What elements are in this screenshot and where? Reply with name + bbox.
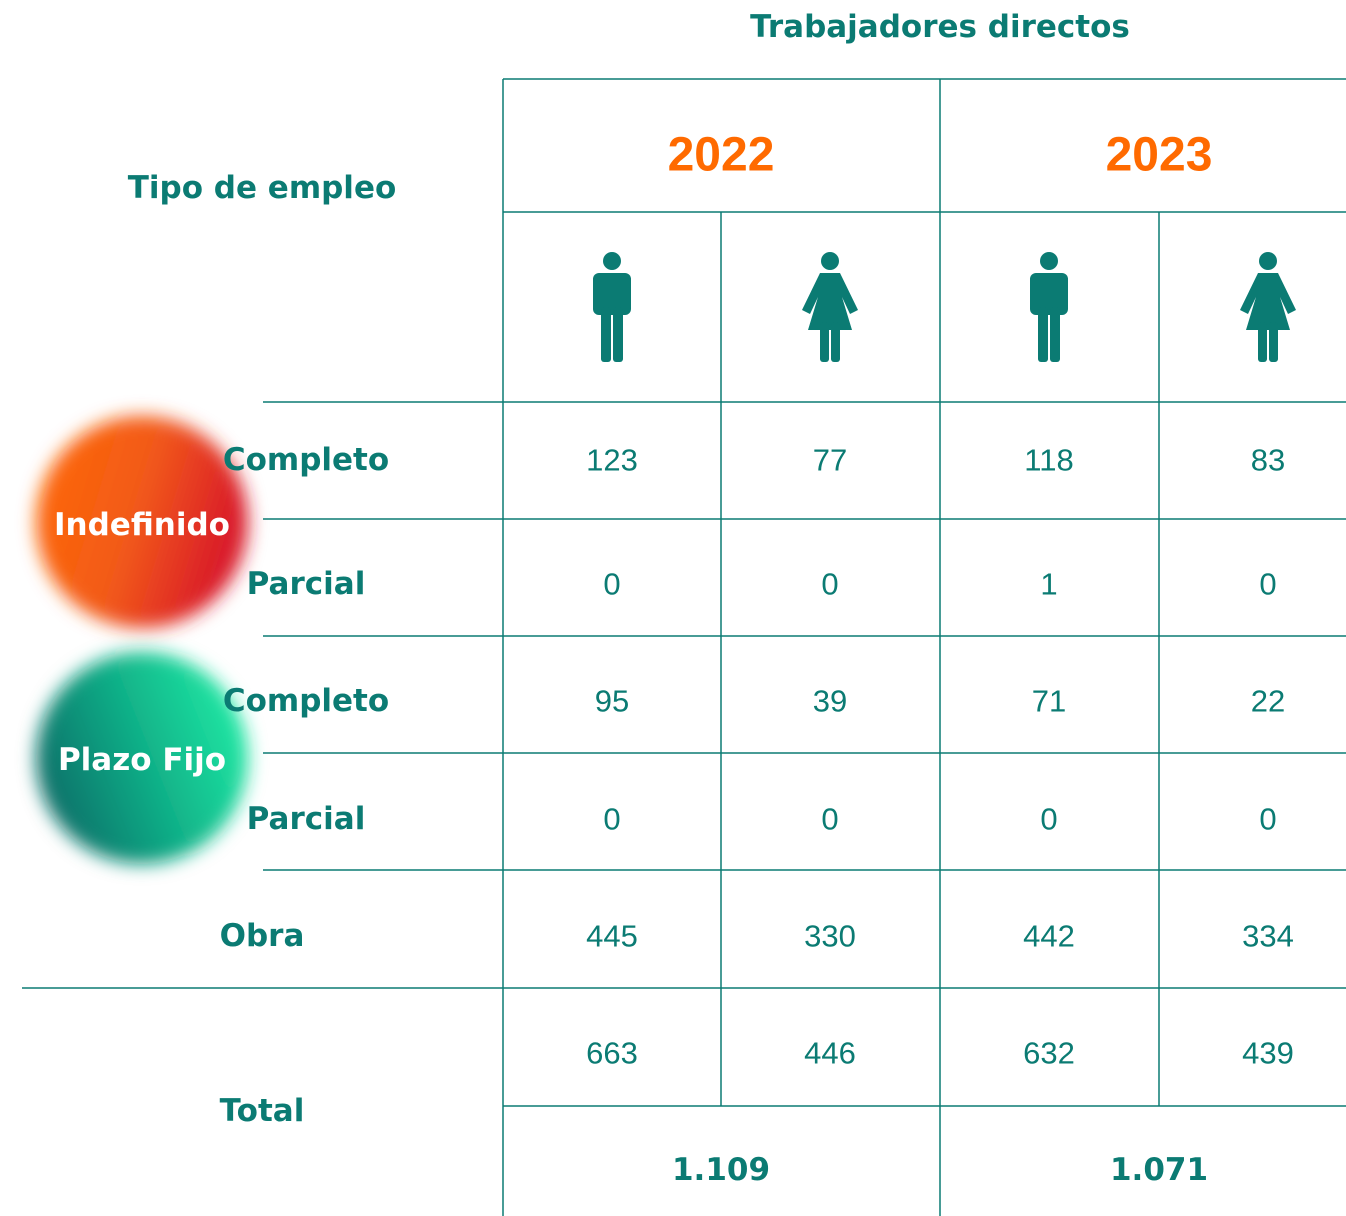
cell: 446 xyxy=(804,1036,856,1071)
year-total: 1.109 xyxy=(672,1152,770,1188)
cell: 22 xyxy=(1251,684,1285,719)
year: 2023 xyxy=(1106,129,1213,182)
cell: 95 xyxy=(595,684,629,719)
plazo-fijo-badge xyxy=(36,652,248,864)
woman-icon xyxy=(1240,252,1296,362)
cell: 0 xyxy=(1259,802,1276,837)
cell: 118 xyxy=(1024,443,1073,478)
cell: 442 xyxy=(1023,919,1075,954)
man-icon xyxy=(1030,252,1068,362)
cell: 1 xyxy=(1040,567,1057,602)
row-label: Completo xyxy=(223,683,389,719)
cell: 663 xyxy=(586,1036,638,1071)
cell: 0 xyxy=(821,567,838,602)
cell: 77 xyxy=(813,443,847,478)
cell: 334 xyxy=(1242,919,1294,954)
cell: 71 xyxy=(1032,684,1066,719)
row-label: Total xyxy=(220,1093,305,1129)
indefinido-badge xyxy=(36,416,248,628)
row-label: Completo xyxy=(223,442,389,478)
cell: 0 xyxy=(603,802,620,837)
cell: 330 xyxy=(804,919,856,954)
cell: 123 xyxy=(586,443,638,478)
row-header: Tipo de empleo xyxy=(128,170,397,206)
cell: 632 xyxy=(1023,1036,1075,1071)
man-icon xyxy=(593,252,631,362)
woman-icon xyxy=(802,252,858,362)
grid xyxy=(22,78,1346,1216)
cell: 0 xyxy=(603,567,620,602)
cell: 439 xyxy=(1242,1036,1294,1071)
year-total: 1.071 xyxy=(1110,1152,1208,1188)
cell: 83 xyxy=(1251,443,1285,478)
year: 2022 xyxy=(668,129,775,182)
cell: 39 xyxy=(813,684,847,719)
row-label: Parcial xyxy=(247,801,366,837)
cell: 0 xyxy=(1040,802,1057,837)
row-label: Obra xyxy=(220,918,305,954)
cell: 0 xyxy=(821,802,838,837)
group-label: Plazo Fijo xyxy=(58,742,226,778)
cell: 445 xyxy=(586,919,638,954)
cell: 0 xyxy=(1259,567,1276,602)
title: Trabajadores directos xyxy=(750,9,1130,45)
row-label: Parcial xyxy=(247,566,366,602)
group-label: Indefinido xyxy=(54,507,230,543)
